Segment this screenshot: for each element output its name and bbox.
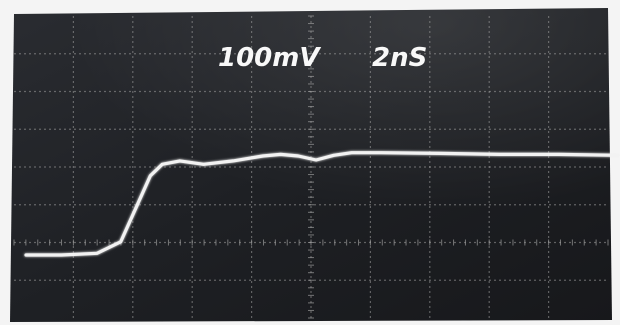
time-per-div-label: 2nS — [372, 43, 427, 73]
graticule — [13, 15, 609, 319]
volts-per-div-label: 100mV — [218, 43, 321, 73]
signal-trace — [24, 151, 620, 257]
